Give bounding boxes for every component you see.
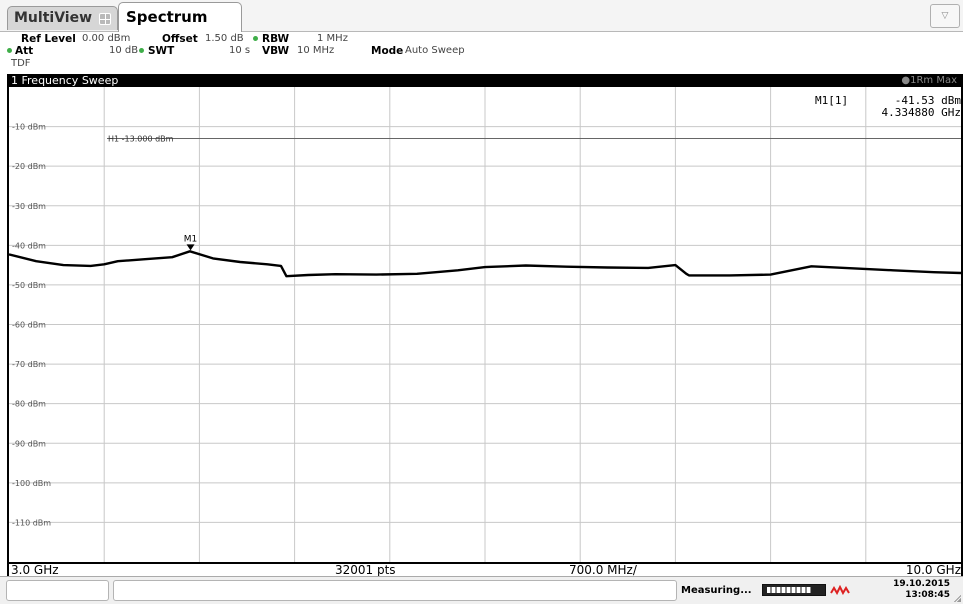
settings-panel[interactable]: Ref Level 0.00 dBm Offset 1.50 dB RBW 1 … xyxy=(0,32,963,72)
start-frequency: 3.0 GHz xyxy=(11,563,59,577)
grid-icon xyxy=(99,13,111,25)
rbw-value: 1 MHz xyxy=(317,33,348,44)
status-bar: Measuring... 19.10.2015 13:08:45 xyxy=(0,576,963,604)
y-tick-label: -20 dBm xyxy=(12,162,46,171)
date: 19.10.2015 xyxy=(893,579,950,589)
diagram-title-bar: 1 Frequency Sweep ●1Rm Max xyxy=(9,74,961,87)
mode-label: Mode xyxy=(371,45,404,57)
marker-label: M1 xyxy=(184,234,198,244)
y-tick-label: -10 dBm xyxy=(12,123,46,132)
y-tick-label: -90 dBm xyxy=(12,439,46,448)
swt-value: 10 s xyxy=(229,45,251,56)
chevron-down-icon: ▽ xyxy=(941,11,949,21)
y-tick-label: -80 dBm xyxy=(12,400,46,409)
y-tick-label: -70 dBm xyxy=(12,360,46,369)
marker-readout: M1[1] -41.53 dBm 4.334880 GHz xyxy=(815,94,961,119)
vbw-value: 10 MHz xyxy=(297,45,335,56)
coupling-indicator xyxy=(139,48,144,53)
offset-label: Offset xyxy=(162,33,198,45)
sweep-points: 32001 pts xyxy=(335,563,396,577)
spectrum-plot[interactable]: -10 dBm -20 dBm -30 dBm -40 dBm -50 dBm -60 d… xyxy=(9,87,961,562)
tab-spectrum-label: Spectrum xyxy=(126,8,208,26)
tab-bar: MultiView Spectrum ▽ xyxy=(0,0,963,32)
marker-readout-label: M1[1] xyxy=(815,94,848,107)
sweep-progress-fill xyxy=(767,587,811,593)
h1-label: H1 -13.000 dBm xyxy=(108,134,174,143)
trace-info: ●1Rm Max xyxy=(901,75,957,86)
y-tick-label: -40 dBm xyxy=(12,241,46,250)
stop-frequency: 10.0 GHz xyxy=(905,563,961,577)
att-value: 10 dB xyxy=(109,45,139,56)
offset-value: 1.50 dB xyxy=(205,33,244,44)
status-message-field xyxy=(113,580,677,601)
ref-level-label: Ref Level xyxy=(21,33,76,45)
coupling-indicator xyxy=(253,36,258,41)
h1-reference-line: H1 -13.000 dBm xyxy=(107,134,961,143)
sweep-diagram[interactable]: 1 Frequency Sweep ●1Rm Max -10 dBm -20 dB… xyxy=(7,74,963,576)
time: 13:08:45 xyxy=(905,590,950,600)
marker-readout-frequency: 4.334880 GHz xyxy=(882,106,961,119)
tab-multiview[interactable]: MultiView xyxy=(7,6,118,30)
y-tick-label: -30 dBm xyxy=(12,202,46,211)
resize-grip-icon[interactable] xyxy=(953,594,961,602)
y-axis-labels: -10 dBm -20 dBm -30 dBm -40 dBm -50 dBm -60 d… xyxy=(12,123,51,528)
status-field-left xyxy=(6,580,109,601)
window-menu-button[interactable]: ▽ xyxy=(930,4,960,28)
tab-spectrum[interactable]: Spectrum xyxy=(118,2,242,32)
signal-activity-icon xyxy=(830,585,850,595)
grid xyxy=(9,87,961,562)
m1-marker[interactable]: M1 xyxy=(184,234,198,251)
y-tick-label: -60 dBm xyxy=(12,321,46,330)
diagram-title: 1 Frequency Sweep xyxy=(11,74,119,87)
sweep-progress-bar xyxy=(762,584,826,596)
vbw-label: VBW xyxy=(262,45,290,57)
att-label: Att xyxy=(15,45,34,57)
mode-value: Auto Sweep xyxy=(405,45,465,56)
coupling-indicator xyxy=(7,48,12,53)
date-time: 19.10.2015 13:08:45 xyxy=(880,579,950,601)
ref-level-value: 0.00 dBm xyxy=(82,33,131,44)
frequency-axis-bar: 3.0 GHz 32001 pts 700.0 MHz/ 10.0 GHz xyxy=(9,562,961,576)
y-tick-label: -50 dBm xyxy=(12,281,46,290)
frequency-axis: 3.0 GHz 32001 pts 700.0 MHz/ 10.0 GHz xyxy=(9,564,961,576)
marker-readout-level: -41.53 dBm xyxy=(895,94,961,107)
rbw-label: RBW xyxy=(262,33,290,45)
tdf-label: TDF xyxy=(11,58,31,69)
y-tick-label: -110 dBm xyxy=(12,518,51,527)
marker-triangle-icon xyxy=(186,244,195,251)
tab-multiview-label: MultiView xyxy=(14,10,93,26)
span-per-division: 700.0 MHz/ xyxy=(569,563,637,577)
swt-label: SWT xyxy=(148,45,175,57)
y-tick-label: -100 dBm xyxy=(12,479,51,488)
trace-line xyxy=(9,250,961,278)
measuring-status: Measuring... xyxy=(681,585,752,596)
